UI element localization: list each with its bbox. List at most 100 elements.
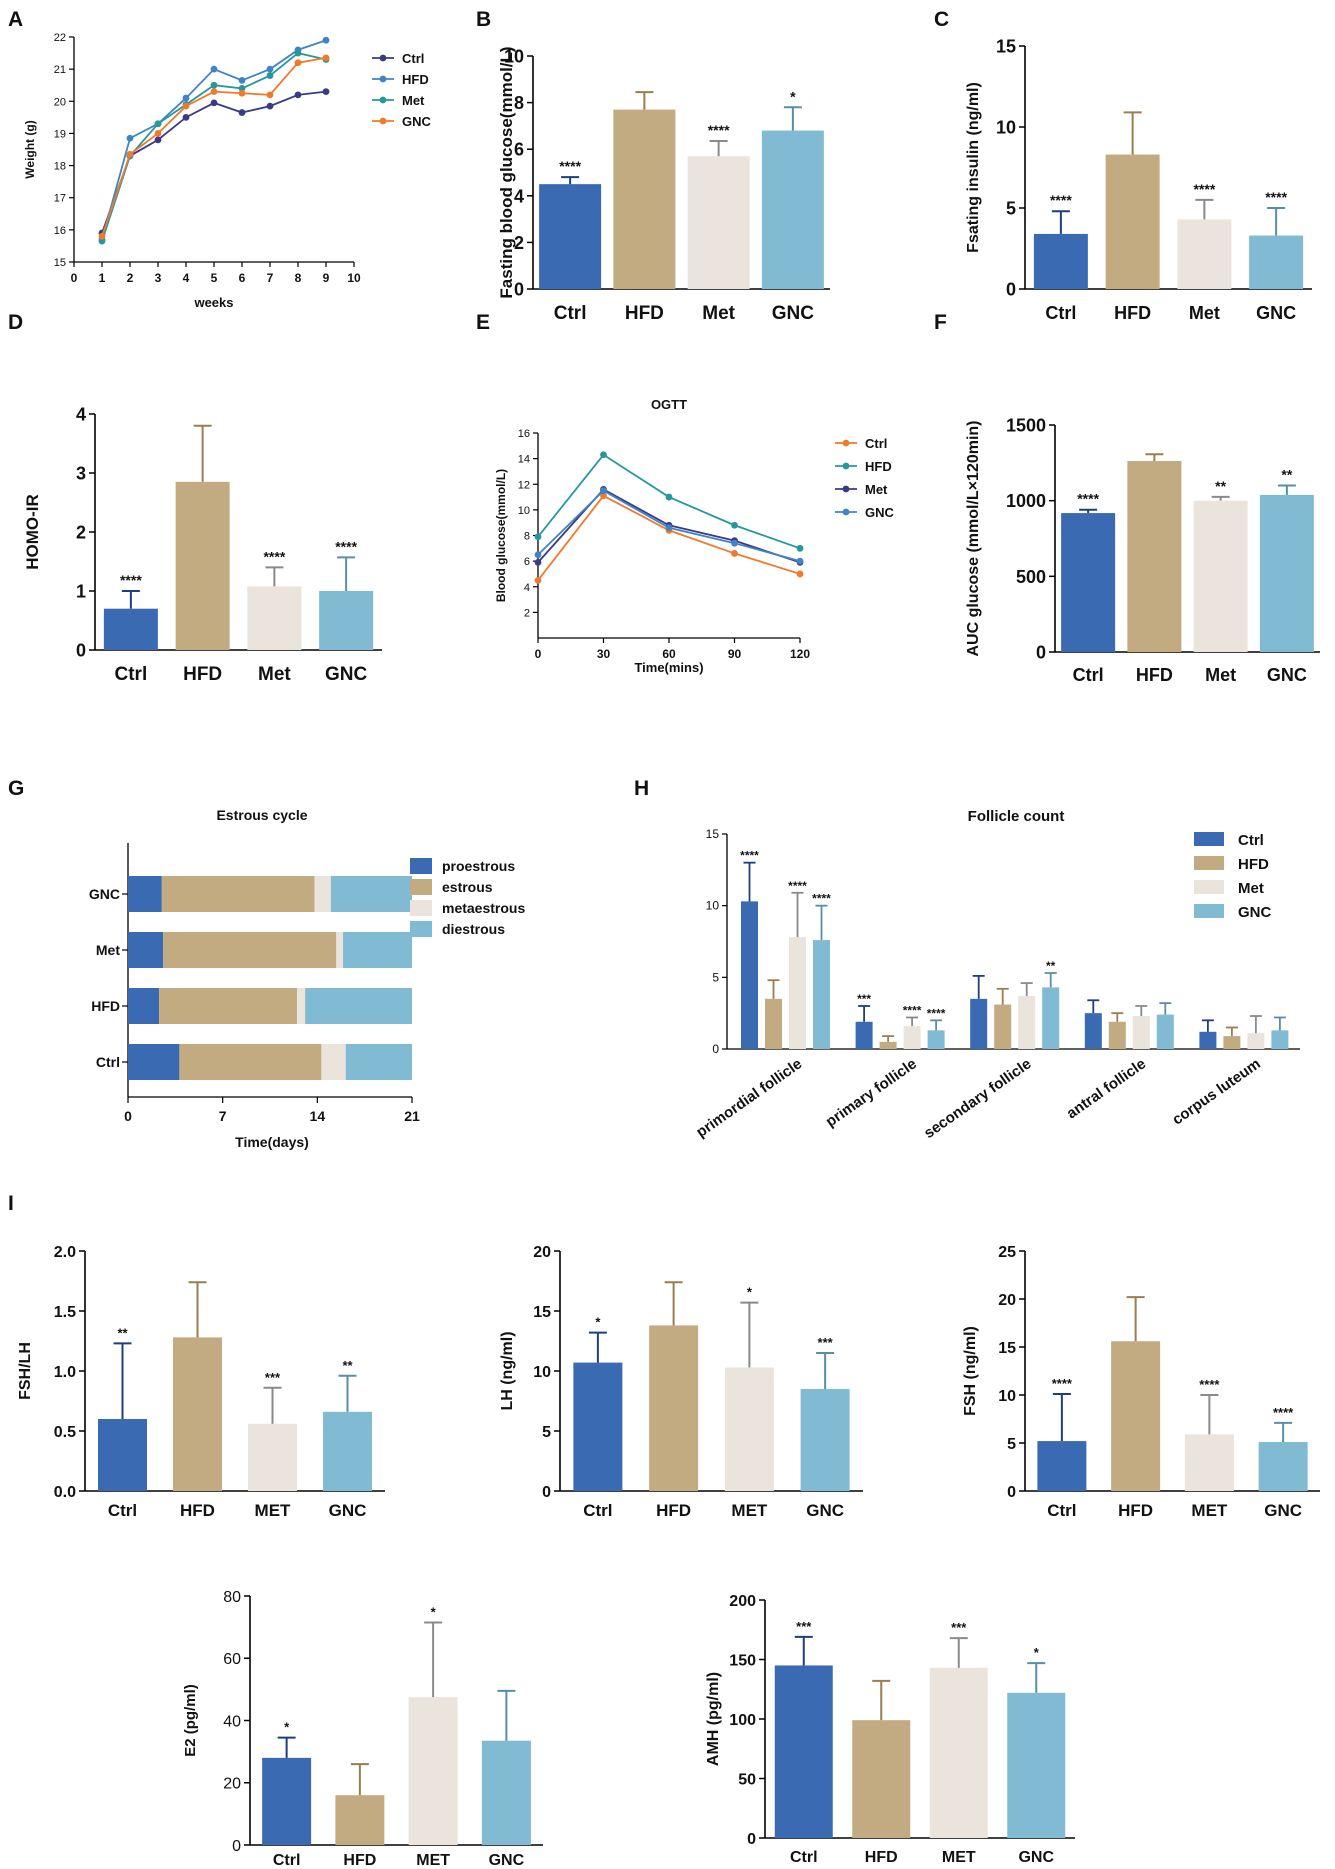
significance-label: ***: [951, 1620, 967, 1635]
y-tick-label: 0: [1036, 642, 1046, 662]
x-category-label: MET: [416, 1852, 450, 1869]
data-point-gnc: [126, 150, 134, 158]
segment-metaestrous: [297, 988, 306, 1024]
y-tick-label: 0.0: [54, 1484, 76, 1501]
y-tick-label: 15: [533, 1304, 551, 1321]
y-tick-label: 15: [54, 257, 66, 269]
significance-label: ****: [927, 1006, 946, 1020]
bar-ctrl: [741, 901, 758, 1049]
x-axis-title: Time(mins): [634, 660, 703, 675]
significance-label: ****: [120, 572, 142, 588]
y-tick-label: 0: [1007, 1484, 1016, 1501]
data-point-gnc: [238, 89, 246, 97]
data-point-gnc: [266, 91, 274, 99]
legend-swatch: [1194, 832, 1224, 846]
x-category-label: GNC: [1018, 1849, 1054, 1866]
x-category-label: primary follicle: [823, 1055, 920, 1130]
bar-ctrl: [1061, 513, 1116, 652]
x-tick-label: 14: [310, 1108, 326, 1124]
significance-label: ****: [1273, 1405, 1294, 1420]
bar-ctrl: [262, 1757, 312, 1845]
x-category-label: GNC: [1267, 665, 1307, 685]
data-point-hfd: [126, 134, 134, 142]
bar-gnc: [1156, 1014, 1174, 1049]
significance-label: ****: [740, 849, 759, 863]
bar-hfd: [1223, 1036, 1241, 1049]
y-tick-label: 0: [76, 640, 86, 660]
segment-metaestrous: [336, 932, 344, 968]
y-tick-label: 1500: [1006, 415, 1046, 435]
x-category-label: corpus luteum: [1169, 1055, 1263, 1128]
significance-label: ****: [263, 548, 285, 564]
x-axis-title: Time(days): [235, 1134, 309, 1150]
bar-hfd: [879, 1041, 897, 1049]
x-category-label: HFD: [343, 1852, 376, 1869]
y-axis-title: E2 (pg/ml): [182, 1684, 199, 1757]
series-line-ctrl: [537, 494, 801, 581]
bar-hfd: [173, 1337, 222, 1491]
bar-met: [1177, 219, 1232, 289]
y-tick-label: 12: [518, 479, 530, 491]
significance-label: *: [595, 1315, 601, 1330]
x-category-label: HFD: [625, 303, 664, 324]
x-category-label: HFD: [1114, 303, 1151, 323]
segment-estrous: [179, 1044, 322, 1080]
significance-label: ****: [708, 122, 730, 138]
legend-swatch: [1194, 904, 1224, 918]
y-tick-label: 500: [1016, 567, 1046, 587]
bar-met: [1018, 995, 1036, 1049]
significance-label: ***: [265, 1370, 281, 1385]
data-point-gnc: [294, 59, 302, 67]
y-axis-title: AMH (pg/ml): [705, 1672, 722, 1766]
segment-diestrous: [345, 1044, 412, 1080]
significance-label: **: [1281, 467, 1292, 483]
y-tick-label: 0: [712, 1042, 719, 1056]
y-tick-label: 6: [514, 140, 524, 160]
y-axis-title: LH (ng/ml): [499, 1331, 516, 1410]
x-tick-label: 3: [155, 271, 162, 285]
bar-chart-I3: 0 5 10 15 20 25 FSH (ng/ml) **** Ctrl HFD **** MET *…: [962, 1244, 1320, 1520]
legend-label: Met: [865, 482, 888, 497]
x-category-label: Ctrl: [115, 664, 148, 685]
y-tick-label: 2: [76, 522, 86, 542]
y-tick-label: 22: [54, 32, 66, 44]
chart-title: OGTT: [651, 397, 687, 412]
panel-label-F: F: [934, 311, 947, 334]
x-category-label: Ctrl: [1047, 1501, 1076, 1520]
data-point-met: [210, 81, 218, 89]
x-tick-label: 8: [295, 271, 302, 285]
data-point-gnc: [600, 487, 607, 495]
y-tick-label: 15: [706, 827, 720, 841]
segment-diestrous: [330, 876, 412, 912]
y-tick-label: 8: [524, 531, 530, 543]
y-tick-label: 5: [1007, 1436, 1016, 1453]
x-tick-label: 1: [99, 271, 106, 285]
significance-label: ****: [788, 879, 807, 893]
bar-gnc: [800, 1389, 850, 1491]
panel-label-G: G: [8, 777, 24, 800]
y-tick-label: 4: [524, 582, 530, 594]
y-tick-label: 50: [738, 1771, 756, 1788]
bar-hfd: [175, 481, 230, 650]
data-point-gnc: [731, 539, 738, 547]
significance-label: ****: [335, 538, 357, 554]
y-tick-label: 0: [1006, 279, 1016, 299]
data-point-met: [266, 72, 274, 79]
bar-hfd: [765, 998, 782, 1049]
bar-gnc: [323, 1411, 372, 1491]
y-tick-label: 20: [223, 1776, 241, 1793]
panel-label-A: A: [8, 8, 23, 31]
legend-label: metaestrous: [442, 900, 525, 916]
significance-label: *: [1034, 1645, 1040, 1660]
bar-chart-I1: 0.0 0.5 1.0 1.5 2.0 FSH/LH ** Ctrl HFD *** MET ** GN…: [17, 1244, 385, 1520]
legend-label: estrous: [442, 879, 493, 895]
x-category-label: Ctrl: [1045, 303, 1076, 323]
y-tick-label: 10: [706, 899, 720, 913]
bar-met: [408, 1697, 458, 1845]
bar-met: [1184, 1434, 1234, 1491]
legend-marker: [842, 485, 850, 493]
y-tick-label: 4: [76, 404, 86, 424]
bar-met: [929, 1667, 988, 1838]
x-category-label: GNC: [489, 1852, 525, 1869]
